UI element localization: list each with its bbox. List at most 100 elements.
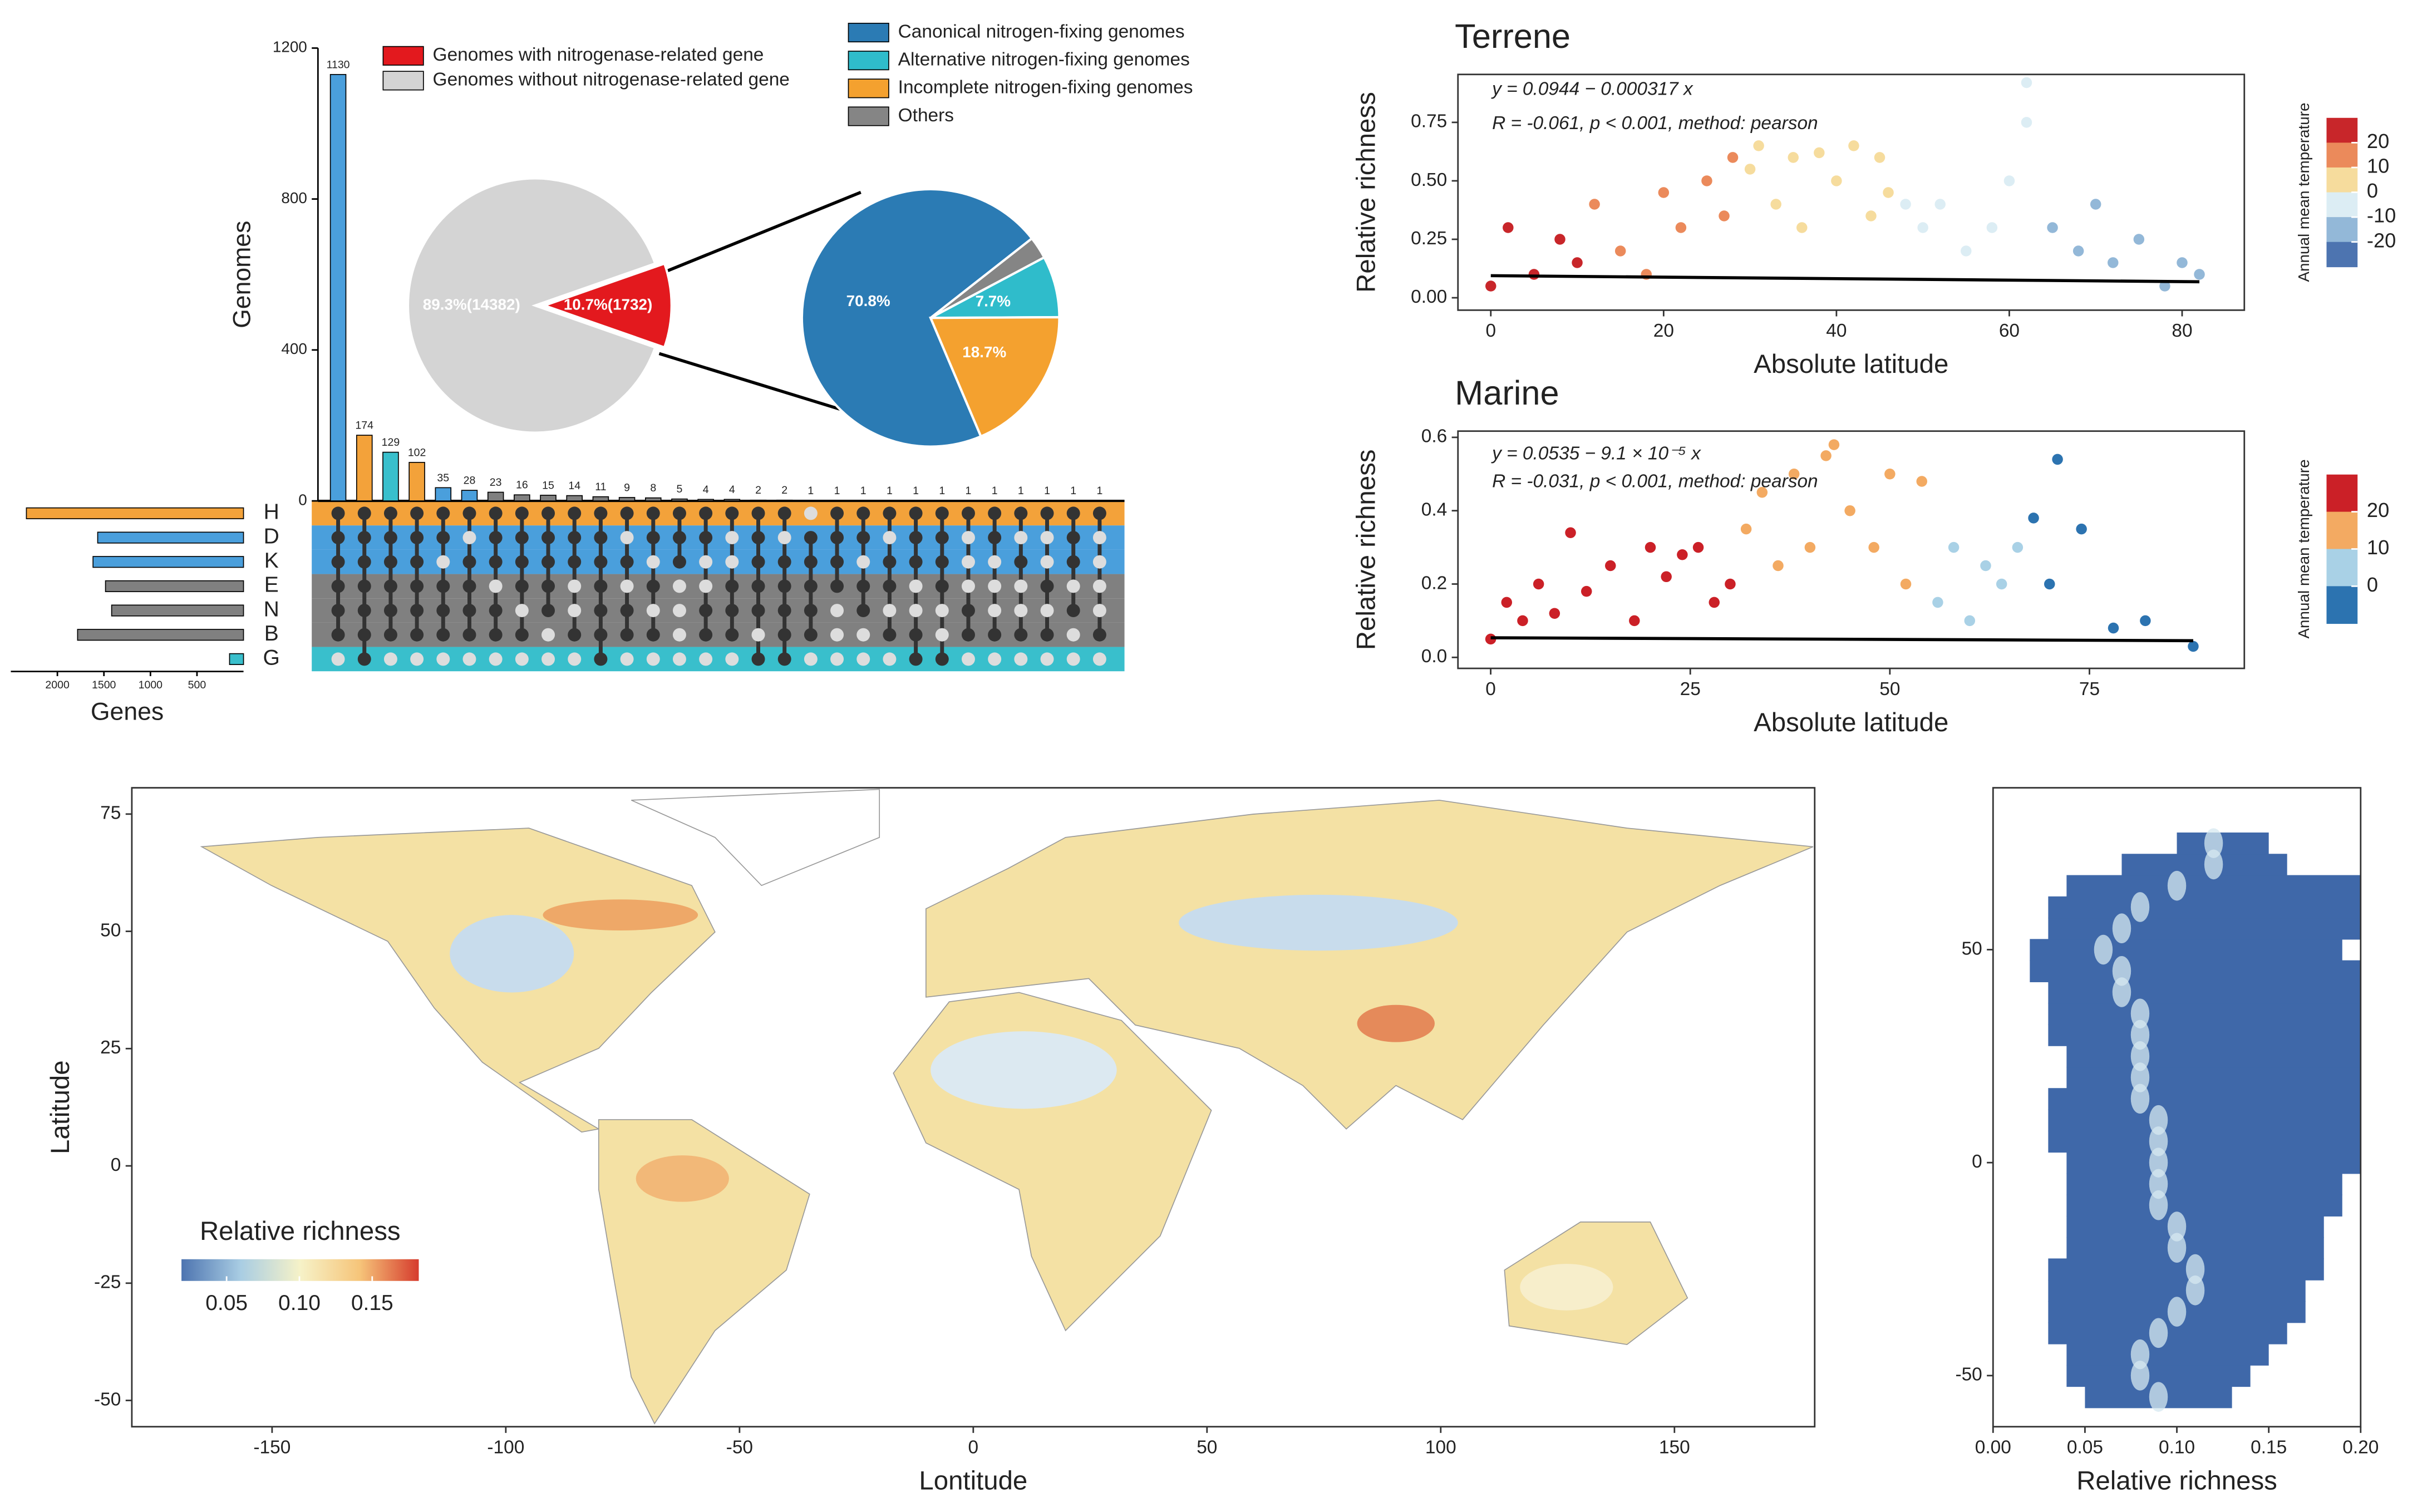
point <box>1725 578 1736 590</box>
matrix-dot-empty <box>725 531 739 545</box>
matrix-dot-empty <box>830 604 844 618</box>
y-tick-label: 75 <box>100 803 121 824</box>
matrix-dot-empty <box>1066 628 1080 642</box>
matrix-dot-empty <box>856 652 870 666</box>
point <box>1554 234 1565 245</box>
matrix-dot <box>646 506 660 520</box>
colorbar-title: Annual mean temperature <box>2295 102 2312 282</box>
point <box>1701 175 1712 186</box>
bar <box>329 74 347 501</box>
density-row <box>2048 981 2361 1004</box>
colorbar-tick-label: 20 <box>2367 130 2389 152</box>
density-peak <box>2149 1126 2168 1156</box>
set-tick-label: 500 <box>188 679 206 691</box>
set-label: D <box>264 524 279 548</box>
matrix-dot <box>462 604 476 618</box>
x-tick-label: -50 <box>726 1437 753 1458</box>
matrix-dot <box>777 579 791 593</box>
y-tick-label: 0.00 <box>1411 287 1447 307</box>
richness-patch <box>1357 1004 1435 1042</box>
point <box>1675 222 1687 233</box>
bar-label: 1 <box>1096 485 1102 497</box>
point <box>1501 597 1513 608</box>
density-peak <box>2112 977 2131 1007</box>
matrix-dot <box>594 506 608 520</box>
bar-label: 1 <box>1044 485 1050 497</box>
matrix-band <box>312 622 1125 647</box>
matrix-dot <box>541 506 555 520</box>
matrix-dot <box>357 555 371 569</box>
density-peak <box>2130 1361 2150 1391</box>
bar-label: 1 <box>939 485 945 497</box>
matrix-dot <box>462 506 476 520</box>
matrix-dot-empty <box>1040 652 1054 666</box>
matrix-dot <box>988 628 1002 642</box>
matrix-dot <box>1040 628 1054 642</box>
richness-patch <box>931 1031 1117 1109</box>
matrix-dot <box>1014 555 1028 569</box>
annotation: y = 0.0944 − 0.000317 x <box>1491 78 1693 99</box>
matrix-dot <box>988 506 1002 520</box>
matrix-dot <box>436 506 450 520</box>
point <box>1565 527 1576 538</box>
set-tick-label: 1000 <box>139 679 163 691</box>
x-tick-label: 0 <box>968 1437 979 1458</box>
set-label: B <box>264 622 279 646</box>
matrix-dot-empty <box>436 652 450 666</box>
matrix-dot <box>489 628 503 642</box>
point <box>1485 280 1496 292</box>
y-axis-title: Relative richness <box>1352 450 1381 651</box>
matrix-dot <box>909 531 923 545</box>
legend-swatch <box>848 51 889 71</box>
matrix-dot <box>646 628 660 642</box>
y-tick-label: 0.75 <box>1411 111 1447 132</box>
density-row <box>2030 939 2342 961</box>
bar-label: 174 <box>355 420 373 432</box>
matrix-dot <box>883 506 897 520</box>
bar <box>750 499 767 501</box>
bar <box>592 496 609 501</box>
matrix-dot <box>1066 555 1080 569</box>
pie-slice <box>929 316 1061 438</box>
density-row <box>2066 1194 2342 1217</box>
matrix-dot <box>410 628 424 642</box>
density-peak <box>2149 1147 2168 1178</box>
matrix-dot <box>383 604 397 618</box>
bar <box>855 500 872 501</box>
matrix-dot-empty <box>988 652 1002 666</box>
matrix-dot <box>331 555 345 569</box>
point <box>1884 469 1896 480</box>
y-tick-label: 0.50 <box>1411 170 1447 190</box>
matrix-dot <box>909 506 923 520</box>
matrix-dot <box>699 628 713 642</box>
matrix-dot <box>856 604 870 618</box>
greenland <box>631 789 880 886</box>
point <box>1528 269 1540 280</box>
matrix-dot <box>541 555 555 569</box>
plot-frame <box>1457 430 2246 669</box>
richness-patch <box>636 1155 729 1202</box>
matrix-dot <box>909 628 923 642</box>
matrix-dot <box>830 579 844 593</box>
matrix-dot-empty <box>935 628 949 642</box>
y-tick-label: -50 <box>1955 1365 1982 1385</box>
matrix-dot <box>331 531 345 545</box>
chart-title: Terrene <box>1455 17 1571 55</box>
point <box>1581 585 1592 597</box>
richness-patch <box>1179 894 1458 951</box>
colorbar-tick-label: 0 <box>2367 179 2378 202</box>
set-size-bar <box>111 604 244 617</box>
matrix-dot <box>515 555 529 569</box>
bar <box>934 500 951 501</box>
legend-label: Others <box>898 105 954 126</box>
matrix-dot <box>777 604 791 618</box>
matrix-dot <box>515 579 529 593</box>
matrix-band <box>312 647 1125 672</box>
legend-label: Genomes without nitrogenase-related gene <box>433 70 790 90</box>
x-tick-label: 75 <box>2079 679 2100 700</box>
set-label: N <box>264 597 279 621</box>
matrix-dot <box>935 652 949 666</box>
matrix-dot-empty <box>961 555 975 569</box>
bar-label: 1 <box>1018 485 1024 497</box>
matrix-dot <box>751 531 765 545</box>
